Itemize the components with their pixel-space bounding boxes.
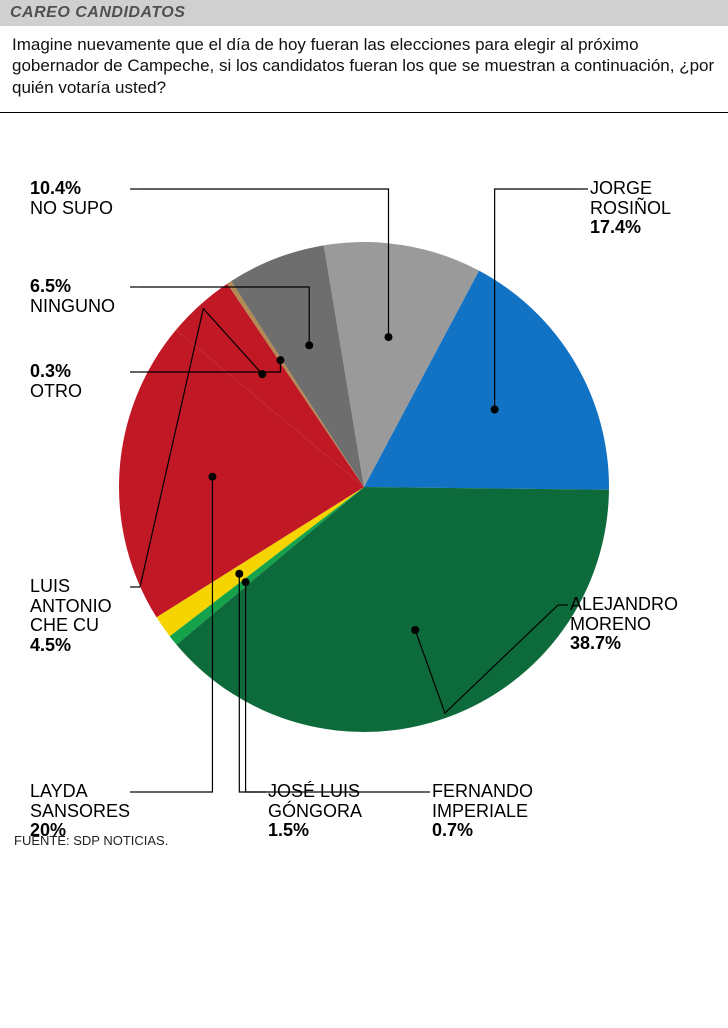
leader-dot-gongora [235, 569, 243, 577]
slice-name: ROSIÑOL [590, 199, 671, 219]
slice-name: JOSÉ LUIS [268, 782, 362, 802]
slice-label-nosupo: 10.4%NO SUPO [30, 179, 113, 219]
slice-pct: 10.4% [30, 179, 113, 199]
leader-dot-imperiale [242, 578, 250, 586]
slice-name: GÓNGORA [268, 802, 362, 822]
slice-name: FERNANDO [432, 782, 533, 802]
slice-pct: 4.5% [30, 636, 112, 656]
pie-chart-area: JORGEROSIÑOL17.4% ALEJANDROMORENO38.7% FER… [0, 117, 728, 897]
slice-name: ALEJANDRO [570, 595, 678, 615]
leader-dot-otro [276, 356, 284, 364]
header-title: CAREO CANDIDATOS [10, 4, 185, 21]
slice-name: IMPERIALE [432, 802, 533, 822]
slice-name: NINGUNO [30, 297, 115, 317]
slice-pct: 17.4% [590, 218, 671, 238]
slice-label-ninguno: 6.5%NINGUNO [30, 277, 115, 317]
slice-label-checu: LUISANTONIOCHE CU4.5% [30, 577, 112, 656]
leader-dot-checu [258, 370, 266, 378]
leader-dot-sansores [208, 472, 216, 480]
slice-pct: 0.7% [432, 821, 533, 841]
slice-name: OTRO [30, 382, 82, 402]
slice-name: NO SUPO [30, 199, 113, 219]
slice-pct: 38.7% [570, 634, 678, 654]
slice-name: LAYDA [30, 782, 130, 802]
survey-question: Imagine nuevamente que el día de hoy fue… [0, 26, 728, 113]
slice-name: SANSORES [30, 802, 130, 822]
slice-name: CHE CU [30, 616, 112, 636]
leader-dot-nosupo [384, 333, 392, 341]
leader-dot-ninguno [305, 341, 313, 349]
slice-label-gongora: JOSÉ LUISGÓNGORA1.5% [268, 782, 362, 841]
slice-label-imperiale: FERNANDOIMPERIALE0.7% [432, 782, 533, 841]
slice-label-rosinol: JORGEROSIÑOL17.4% [590, 179, 671, 238]
slice-label-otro: 0.3%OTRO [30, 362, 82, 402]
slice-name: ANTONIO [30, 597, 112, 617]
slice-name: MORENO [570, 615, 678, 635]
slice-pct: 0.3% [30, 362, 82, 382]
slice-name: LUIS [30, 577, 112, 597]
slice-pct: 6.5% [30, 277, 115, 297]
slice-label-moreno: ALEJANDROMORENO38.7% [570, 595, 678, 654]
slice-pct: 1.5% [268, 821, 362, 841]
slice-name: JORGE [590, 179, 671, 199]
leader-dot-rosinol [491, 405, 499, 413]
leader-dot-moreno [411, 626, 419, 634]
header-bar: CAREO CANDIDATOS [0, 0, 728, 26]
source-line: FUENTE: SDP NOTICIAS. [14, 833, 168, 848]
